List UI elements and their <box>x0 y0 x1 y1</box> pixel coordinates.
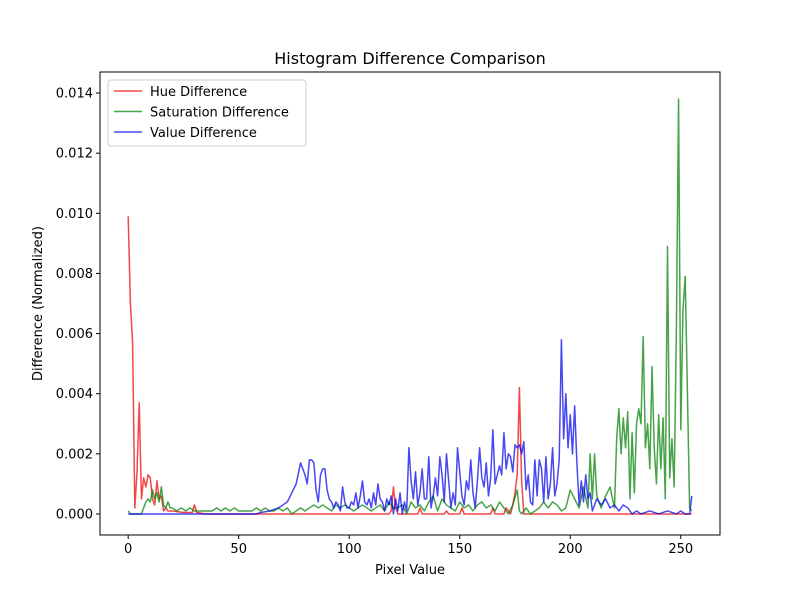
plot-area: 0 50 100 150 200 250 0.0000.0020.0040.0060.00… <box>56 71 721 557</box>
series-line-0 <box>127 216 692 515</box>
y-tick-label: 0.014 <box>56 87 93 102</box>
chart-title: Histogram Difference Comparison <box>274 49 545 68</box>
y-tick-label: 0.002 <box>56 447 93 462</box>
y-axis-label: Difference (Normalized) <box>31 226 46 381</box>
x-tick-label: 200 <box>558 542 583 557</box>
legend: Hue Difference Saturation Difference Value… <box>107 79 307 147</box>
axes-frame <box>99 71 721 536</box>
legend-label-0: Hue Difference <box>150 85 247 100</box>
series-line-2 <box>128 338 693 515</box>
x-tick-label: 150 <box>447 542 472 557</box>
x-axis-label: Pixel Value <box>375 563 445 578</box>
y-tick-label: 0.006 <box>56 327 93 342</box>
legend-box <box>107 79 307 147</box>
legend-label-2: Value Difference <box>150 126 257 141</box>
y-tick-label: 0.010 <box>56 207 93 222</box>
x-tick-label: 100 <box>337 542 362 557</box>
y-tick-label: 0.000 <box>56 507 93 522</box>
x-axis-ticks: 0 50 100 150 200 250 <box>124 535 693 557</box>
series-layer <box>127 98 693 515</box>
x-tick-label: 250 <box>668 542 693 557</box>
y-tick-label: 0.008 <box>56 267 93 282</box>
y-tick-label: 0.004 <box>56 387 93 402</box>
x-tick-label: 50 <box>230 542 247 557</box>
y-axis-ticks: 0.000 0.002 0.004 0.006 0.008 0.010 0.012 0.014 <box>56 87 100 522</box>
x-tick-label: 0 <box>124 542 132 557</box>
legend-label-1: Saturation Difference <box>150 106 289 121</box>
y-tick-label: 0.012 <box>56 147 93 162</box>
